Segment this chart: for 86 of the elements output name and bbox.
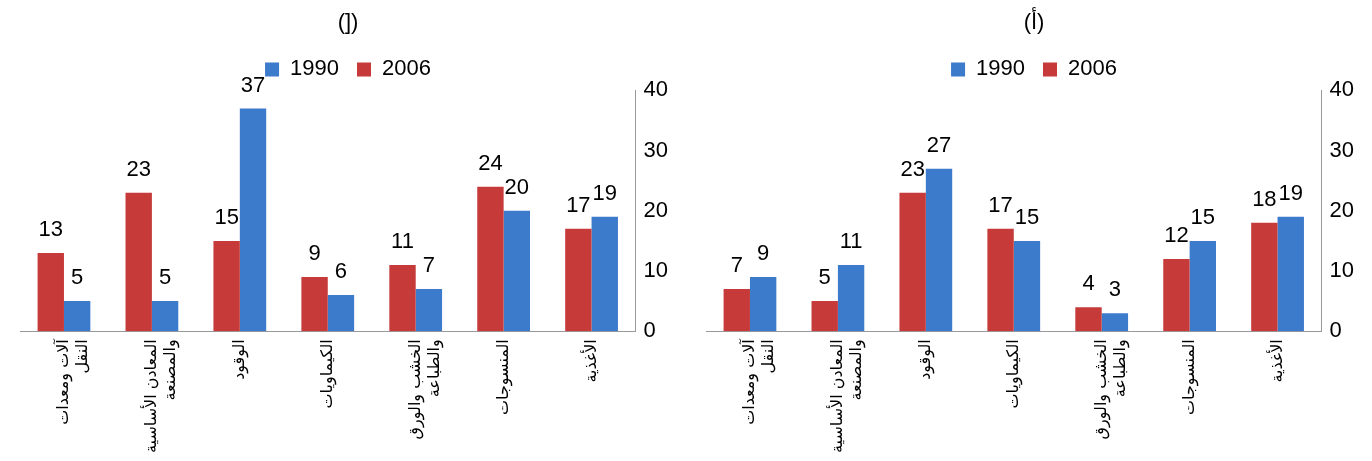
bar	[37, 252, 64, 332]
data-label: 20	[504, 173, 530, 199]
legend-label: 2006	[382, 55, 431, 81]
y-tick-label: 40	[643, 76, 669, 102]
data-label: 4	[1082, 270, 1095, 296]
data-label: 23	[126, 155, 151, 181]
data-label: 11	[391, 228, 414, 254]
data-label: 23	[900, 155, 925, 181]
bar	[591, 216, 618, 332]
bar	[151, 301, 179, 332]
x-tick-label: الكيماويات	[316, 339, 337, 409]
bar	[565, 228, 592, 332]
y-tick-label: 40	[1329, 76, 1355, 102]
y-tick-label: 10	[643, 257, 669, 283]
x-tick-label: المعادن الأساسية والمصنعة	[826, 339, 867, 454]
x-tick-label: المعادن الأساسية والمصنعة	[140, 339, 181, 454]
bar	[723, 289, 750, 332]
x-tick-label: المنسوجات	[492, 339, 513, 415]
bar	[1163, 258, 1190, 332]
x-tick-label: الخشب والورق والطباعة	[1090, 339, 1131, 440]
bar	[477, 186, 504, 332]
data-label: 7	[730, 252, 743, 278]
bar	[749, 277, 777, 332]
bar	[301, 277, 328, 332]
data-label: 9	[308, 240, 321, 266]
data-label: 11	[839, 228, 863, 254]
data-label: 19	[1278, 179, 1303, 205]
data-label: 12	[1164, 222, 1189, 248]
data-label: 9	[757, 240, 770, 266]
x-tick-label: الخشب والورق والطباعة	[404, 339, 445, 440]
data-label: 13	[38, 216, 64, 242]
x-tick-label: الأغذية	[579, 339, 600, 383]
y-tick-label: 30	[643, 136, 669, 162]
data-label: 5	[158, 264, 172, 290]
x-tick-label: آلات ومعدات النقل	[53, 337, 92, 425]
data-label: 18	[1252, 185, 1277, 211]
x-tick-label: الوقود	[228, 339, 249, 380]
legend-label: 1990	[976, 55, 1026, 81]
y-tick-label: 20	[1329, 196, 1355, 222]
bar	[811, 301, 838, 332]
data-label: 5	[818, 264, 831, 290]
data-label: 3	[1108, 276, 1122, 302]
data-label: 15	[214, 203, 239, 229]
bar	[503, 210, 531, 332]
bar	[987, 228, 1014, 332]
bar	[925, 168, 953, 332]
x-tick-label: آلات ومعدات النقل	[739, 337, 778, 425]
bar	[837, 264, 865, 332]
data-label: 7	[422, 252, 436, 278]
data-label: 37	[240, 71, 266, 97]
y-tick-label: 0	[1329, 317, 1342, 343]
x-tick-label: الأغذية	[1265, 339, 1286, 383]
bar	[389, 264, 416, 332]
y-tick-label: 20	[643, 196, 669, 222]
data-label: 15	[1014, 203, 1040, 229]
legend-label: 1990	[290, 55, 340, 81]
chart-title: (أ)	[1023, 6, 1045, 35]
data-label: 19	[592, 179, 617, 205]
bar	[63, 301, 91, 332]
chart-title: (])	[337, 9, 359, 35]
bar	[125, 192, 152, 332]
bar	[239, 108, 267, 332]
bar	[1101, 313, 1129, 332]
x-tick-label: الكيماويات	[1002, 339, 1023, 409]
bar	[1013, 240, 1041, 332]
bar	[1251, 222, 1278, 332]
data-label: 5	[71, 264, 84, 290]
legend-label: 2006	[1068, 55, 1117, 81]
data-label: 17	[566, 191, 591, 217]
data-label: 17	[988, 191, 1013, 217]
data-label: 27	[926, 131, 952, 157]
data-label: 6	[334, 258, 348, 284]
bar	[1189, 240, 1217, 332]
data-label: 24	[478, 149, 503, 175]
y-tick-label: 10	[1329, 257, 1355, 283]
bar	[899, 192, 926, 332]
y-tick-label: 0	[643, 317, 656, 343]
y-tick-label: 30	[1329, 136, 1355, 162]
bar	[1277, 216, 1304, 332]
bar	[415, 289, 443, 332]
data-label: 15	[1190, 203, 1216, 229]
bar	[213, 240, 240, 332]
bar	[327, 295, 355, 332]
x-tick-label: الوقود	[914, 339, 935, 380]
x-tick-label: المنسوجات	[1178, 339, 1199, 415]
bar	[1075, 307, 1102, 332]
